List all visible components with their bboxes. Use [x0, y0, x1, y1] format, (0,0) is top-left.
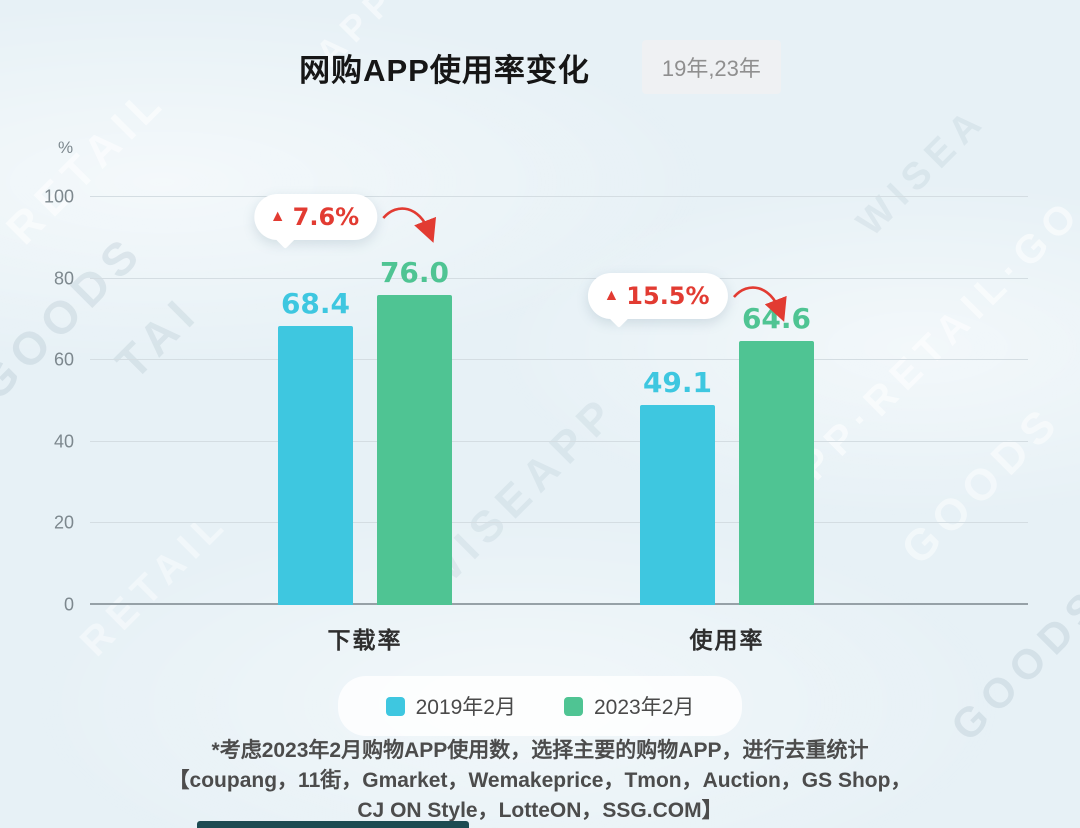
bar: 68.4: [278, 287, 353, 605]
legend-swatch: [564, 696, 583, 716]
bar-group-1: 68.4 76.0: [278, 256, 452, 605]
badge-tail: [608, 307, 629, 328]
y-tick-label: 0: [63, 594, 74, 615]
bar: 76.0: [377, 256, 452, 605]
x-category-label: 下载率: [327, 627, 403, 653]
change-badge: ▲ 15.5%: [587, 272, 787, 328]
footnote: *考虑2023年2月购物APP使用数，选择主要的购物APP，进行去重统计 【co…: [0, 736, 1080, 826]
gridline: [90, 196, 1028, 197]
bar: 64.6: [739, 302, 814, 605]
bar-group-2: 49.1 64.6: [640, 302, 814, 605]
gridline: [90, 277, 1028, 279]
legend-label: 2019年2月: [415, 696, 516, 719]
legend-label: 2023年2月: [594, 696, 695, 719]
badge-tail: [274, 229, 295, 249]
y-tick-label: 40: [53, 431, 74, 452]
bar-value-label: 49.1: [642, 365, 713, 399]
bar-value-label: 68.4: [280, 286, 351, 320]
x-category-label: 使用率: [689, 627, 765, 653]
change-value-label: 7.6%: [292, 202, 360, 231]
legend-item: 2023年2月: [564, 691, 694, 721]
curved-arrow-icon: [382, 207, 436, 243]
curved-arrow-icon: [732, 286, 787, 322]
up-triangle-icon: ▲: [603, 286, 620, 304]
legend-container: 2019年2月 2023年2月: [0, 676, 1080, 736]
change-value-label: 15.5%: [626, 281, 710, 310]
bottom-cropped-element: [197, 821, 469, 828]
y-tick-label: 80: [53, 268, 74, 289]
up-triangle-icon: ▲: [269, 207, 286, 225]
legend-item: 2019年2月: [385, 691, 516, 721]
footnote-line-3: CJ ON Style，LotteON，SSG.COM】: [357, 799, 723, 822]
chart-title: 网购APP使用率变化: [299, 52, 590, 88]
plot-area: 0 20 40 60 80 100 68.4 76.0 下载率 49.1 64.6 使用率 ▲ 7.6% ▲…: [44, 187, 1028, 653]
bar-value-label: 76.0: [379, 255, 450, 289]
x-axis-line: [90, 603, 1028, 605]
y-tick-label: 20: [53, 512, 74, 533]
y-axis-unit-label: %: [58, 138, 74, 157]
footnote-line-2: 【coupang，11街，Gmarket，Wemakeprice，Tmon，Au…: [168, 769, 912, 792]
bar: 49.1: [640, 366, 715, 605]
gridline: [90, 359, 1028, 361]
gridline: [90, 522, 1028, 524]
legend-swatch: [385, 696, 405, 716]
y-tick-label: 60: [53, 349, 74, 370]
chart-header: 网购APP使用率变化 19年,23年: [0, 40, 1080, 94]
change-badge: ▲ 7.6%: [253, 193, 436, 249]
footnote-line-1: *考虑2023年2月购物APP使用数，选择主要的购物APP，进行去重统计: [211, 739, 869, 762]
chart-legend: 2019年2月 2023年2月: [337, 676, 743, 736]
y-tick-label: 100: [43, 186, 74, 207]
period-badge: 19年,23年: [641, 40, 781, 94]
gridline: [90, 440, 1028, 442]
